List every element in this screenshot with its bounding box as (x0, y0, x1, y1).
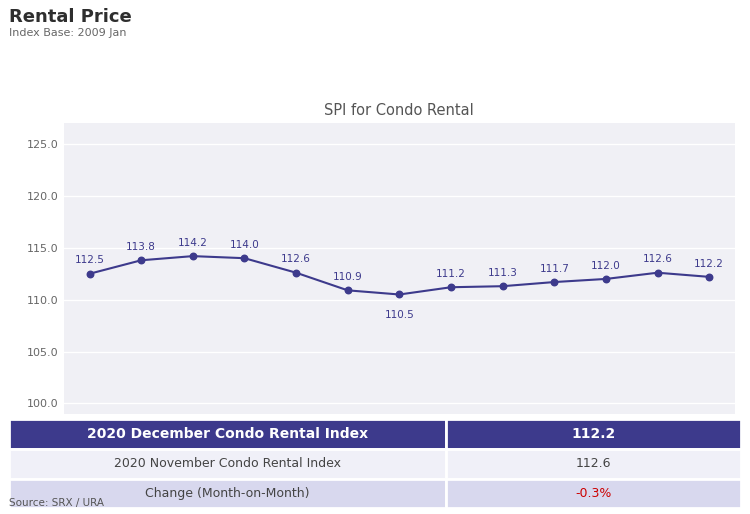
Point (548, 278, 560, 286)
Text: 112.0: 112.0 (591, 261, 621, 270)
Text: Change (Month-on-Month): Change (Month-on-Month) (146, 487, 310, 500)
Text: -0.3%: -0.3% (575, 487, 612, 500)
Point (445, 283, 457, 291)
Text: 110.9: 110.9 (333, 272, 362, 282)
Text: 112.2: 112.2 (572, 427, 616, 441)
Text: 113.8: 113.8 (126, 242, 156, 252)
Text: Rental Price: Rental Price (9, 8, 132, 26)
Text: 2020 November Condo Rental Index: 2020 November Condo Rental Index (114, 457, 341, 470)
Point (600, 275, 612, 283)
Point (135, 256, 147, 264)
Text: 112.6: 112.6 (643, 254, 673, 264)
Point (342, 286, 354, 295)
Point (652, 269, 664, 277)
Text: 2020 December Condo Rental Index: 2020 December Condo Rental Index (87, 427, 368, 441)
Text: 112.5: 112.5 (75, 255, 104, 265)
Text: Source: SRX / URA: Source: SRX / URA (9, 498, 104, 508)
Point (290, 269, 302, 277)
Point (83, 270, 95, 278)
Text: 112.2: 112.2 (694, 259, 724, 268)
Text: 112.6: 112.6 (281, 254, 311, 264)
Point (704, 273, 716, 281)
Text: 110.5: 110.5 (385, 310, 414, 320)
Title: SPI for Condo Rental: SPI for Condo Rental (325, 103, 474, 118)
Text: 111.7: 111.7 (539, 264, 569, 274)
Text: Index Base: 2009 Jan: Index Base: 2009 Jan (9, 28, 127, 38)
Point (496, 282, 508, 290)
Text: 114.2: 114.2 (178, 238, 208, 248)
Point (393, 290, 405, 299)
Point (238, 254, 250, 262)
Point (187, 252, 199, 260)
Text: 111.3: 111.3 (488, 268, 518, 278)
Text: 112.6: 112.6 (576, 457, 611, 470)
Text: 114.0: 114.0 (230, 240, 260, 250)
Text: 111.2: 111.2 (436, 269, 466, 279)
